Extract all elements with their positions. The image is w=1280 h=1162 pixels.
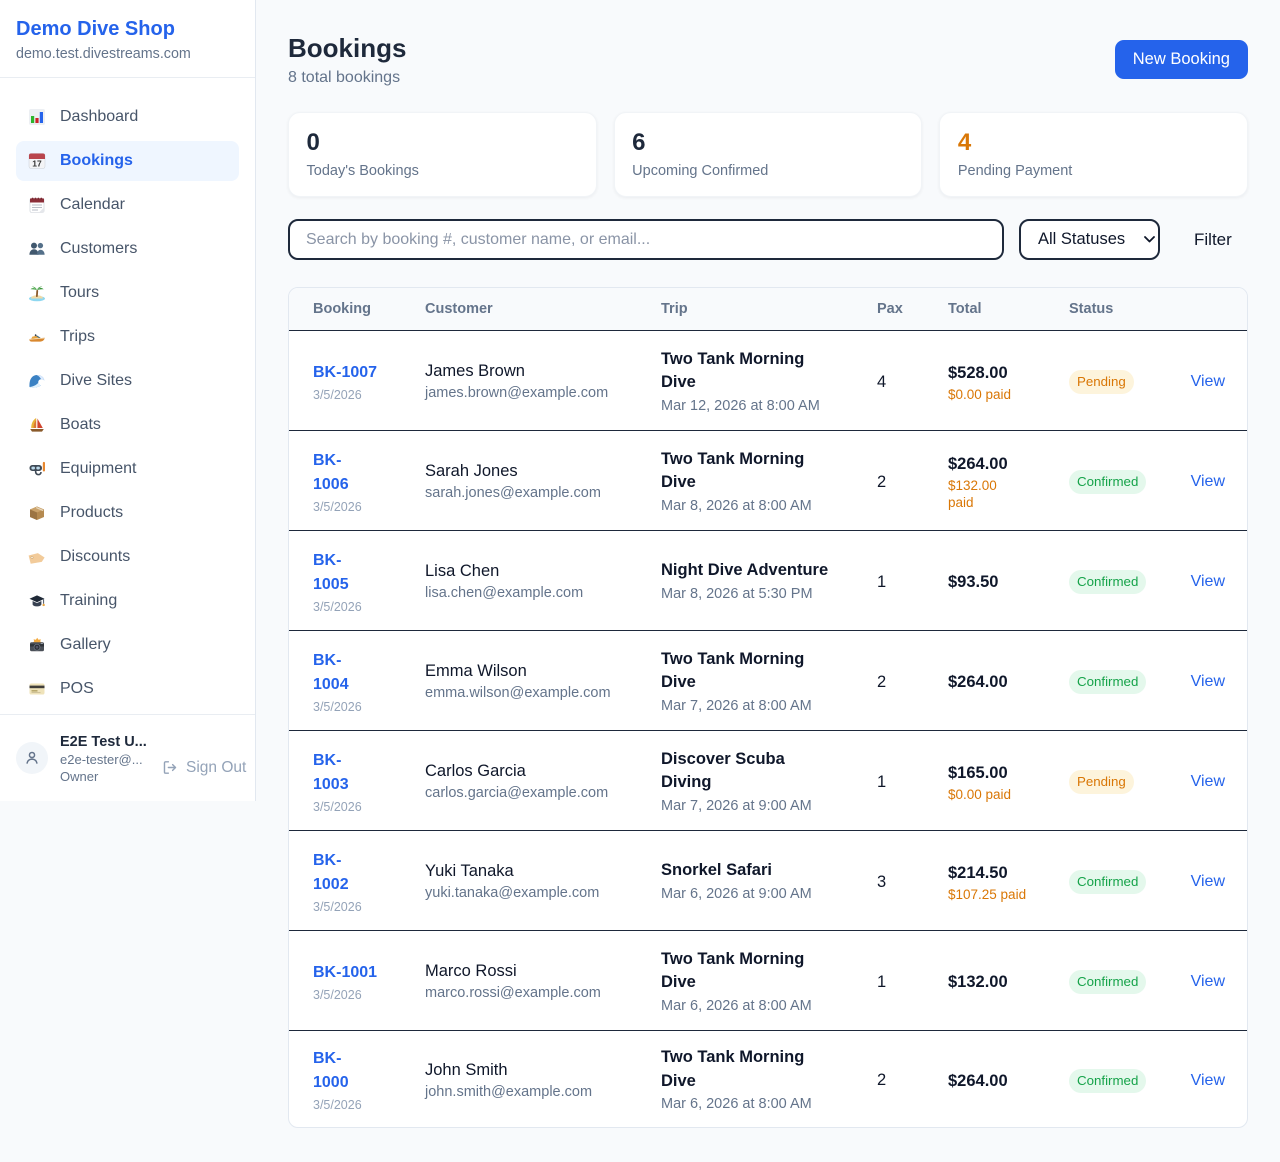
svg-text:17: 17 [32, 159, 42, 169]
